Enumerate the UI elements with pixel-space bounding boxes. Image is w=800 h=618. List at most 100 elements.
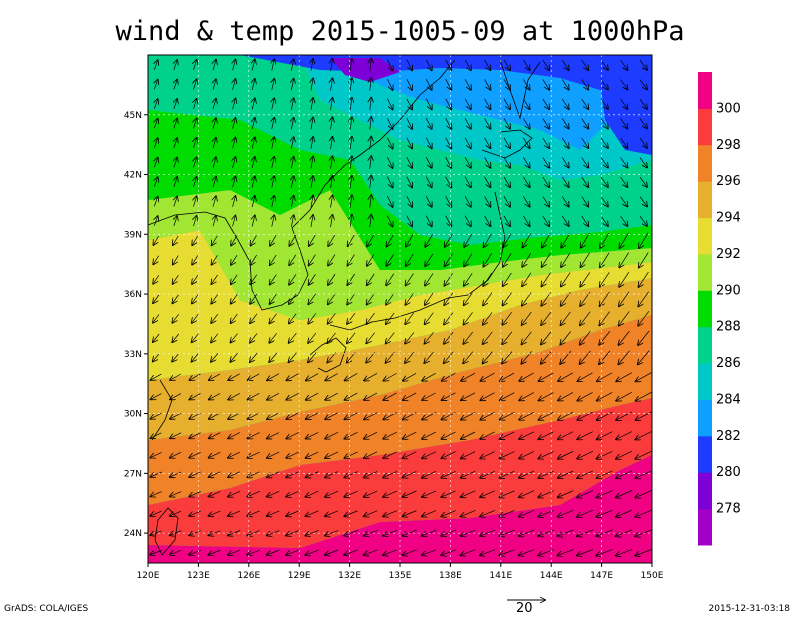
wind-arrow: [636, 372, 652, 382]
wind-arrow: [366, 332, 375, 344]
wind-arrow: [499, 529, 515, 536]
wind-arrow: [308, 332, 317, 343]
wind-arrow: [503, 215, 510, 226]
wind-arrow: [291, 98, 293, 110]
wind-arrow: [500, 470, 515, 478]
wind-arrow: [502, 312, 512, 325]
wind-arrow: [620, 176, 628, 187]
wind-arrow: [639, 252, 649, 267]
lat-tick-label: 42N: [124, 171, 142, 181]
wind-arrow: [267, 451, 280, 458]
wind-arrow: [441, 470, 456, 477]
wind-arrow: [639, 118, 647, 129]
wind-arrow: [154, 60, 157, 70]
wind-arrow: [153, 235, 159, 245]
wind-arrow: [228, 432, 240, 439]
wind-arrow: [503, 253, 512, 266]
wind-arrow: [189, 412, 201, 419]
wind-arrow: [503, 98, 510, 109]
wind-arrow: [386, 234, 394, 247]
wind-arrow: [406, 253, 414, 266]
band-278: [330, 58, 400, 82]
wind-arrow: [247, 510, 260, 516]
wind-arrow: [542, 215, 549, 226]
wind-arrow: [170, 510, 182, 516]
wind-arrow: [461, 490, 476, 497]
wind-arrow: [403, 392, 417, 400]
wind-arrow: [445, 98, 452, 110]
wind-arrow: [577, 372, 593, 381]
wind-arrow: [638, 350, 650, 365]
wind-arrow: [620, 215, 628, 226]
band-288: [148, 110, 652, 270]
wind-arrow: [233, 79, 236, 90]
wind-arrow: [620, 157, 628, 168]
footer-credit: GrADS: COLA/IGES: [4, 604, 89, 614]
wind-arrow: [539, 372, 554, 381]
wind-arrow: [233, 177, 236, 188]
wind-arrow: [480, 451, 495, 459]
wind-arrow: [193, 99, 196, 110]
reference-vector-label: 20: [516, 601, 533, 616]
lon-tick-label: 123E: [187, 571, 210, 581]
wind-arrow: [291, 196, 293, 208]
wind-arrow: [267, 491, 280, 496]
wind-arrow: [636, 411, 652, 420]
wind-arrow: [247, 491, 260, 496]
band-290: [148, 190, 652, 320]
wind-arrow: [233, 118, 236, 129]
wind-arrow: [387, 195, 392, 207]
wind-arrow: [406, 78, 412, 90]
wind-arrow: [561, 292, 571, 306]
wind-arrow: [444, 273, 453, 285]
wind-arrow: [350, 215, 352, 228]
colorbar-label: 294: [716, 211, 741, 226]
wind-arrow: [561, 79, 568, 89]
wind-arrow: [170, 432, 182, 438]
wind-arrow: [209, 491, 221, 496]
wind-arrow: [483, 253, 492, 266]
wind-arrow: [386, 253, 394, 266]
wind-arrow: [328, 313, 336, 323]
wind-arrow: [192, 255, 199, 264]
wind-arrow: [620, 118, 628, 129]
wind-arrow: [405, 293, 414, 305]
wind-arrow: [503, 59, 510, 70]
wind-arrow: [209, 412, 221, 419]
wind-arrow: [174, 197, 177, 207]
wind-arrow: [170, 471, 182, 477]
wind-arrow: [597, 392, 613, 400]
wind-arrow: [558, 529, 574, 536]
lon-axis: 120E 123E 126E 129E 132E 135E 138E 141E 144E 147E…: [137, 563, 664, 581]
band-300: [148, 455, 652, 563]
wind-arrow: [213, 157, 216, 168]
wind-arrow: [289, 332, 297, 343]
wind-arrow: [252, 138, 255, 149]
wind-arrow: [639, 271, 649, 287]
wind-arrow: [270, 293, 277, 304]
wind-arrow: [620, 137, 628, 148]
wind-arrow: [463, 351, 474, 364]
wind-arrow: [561, 252, 571, 267]
wind-arrow: [581, 196, 589, 206]
wind-arrow: [499, 549, 515, 556]
wind-arrow: [464, 292, 473, 305]
wind-arrow: [193, 196, 196, 207]
wind-arrow: [193, 157, 196, 168]
wind-arrow: [561, 215, 568, 226]
wind-arrow: [616, 470, 633, 478]
wind-arrow: [252, 157, 255, 169]
wind-arrow: [484, 176, 491, 187]
wind-arrow: [367, 273, 375, 285]
wind-arrow: [480, 490, 496, 497]
wind-arrow: [209, 432, 221, 439]
wind-arrow: [272, 196, 274, 208]
footer-timestamp: 2015-12-31-03:18: [708, 604, 791, 614]
wind-arrow: [619, 291, 630, 306]
wind-arrow: [422, 510, 437, 517]
wind-arrow: [519, 411, 534, 420]
wind-arrow: [150, 510, 162, 516]
wind-arrow: [442, 392, 456, 400]
colorbar-segment: [698, 217, 712, 255]
wind-arrow: [383, 471, 397, 477]
